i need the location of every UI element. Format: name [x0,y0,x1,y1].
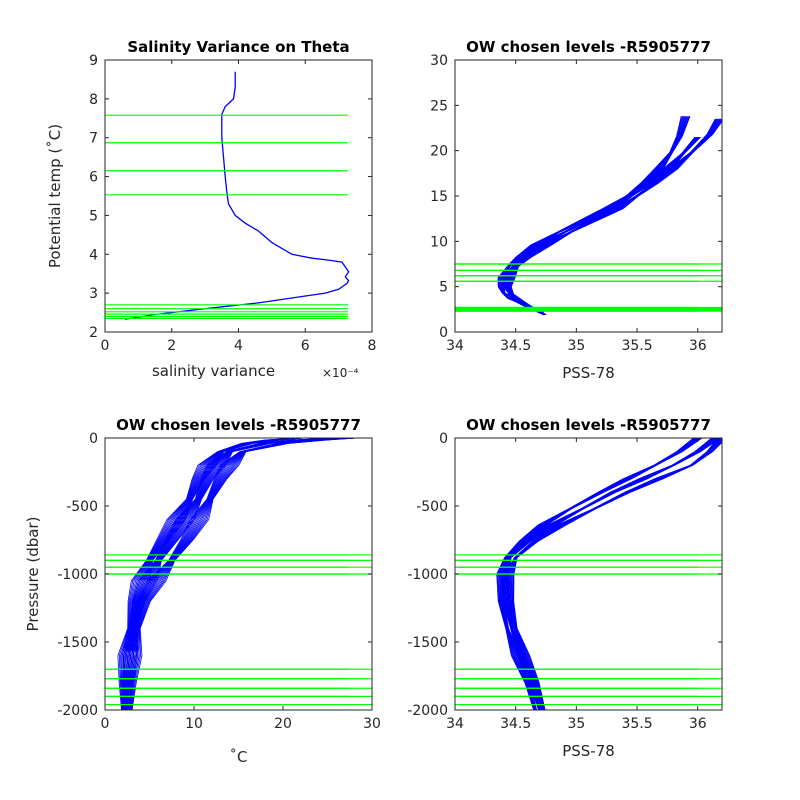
x-tick-label: 34.5 [500,716,531,732]
chart-title: Salinity Variance on Theta [127,38,349,56]
profile-line [124,71,350,320]
chart-title: OW chosen levels -R5905777 [116,416,361,434]
plot-area [124,71,350,320]
profile-line [503,136,697,315]
plot-area [496,438,722,710]
x-tick-label: 34 [446,338,464,354]
y-tick-label: 3 [89,286,98,302]
plot-area [497,116,722,316]
y-tick-label: 2 [89,325,98,341]
profile-line [509,118,722,316]
y-tick-label: 25 [430,98,448,114]
profile-line [510,119,722,316]
x-axis-exponent: ×10⁻⁴ [322,366,359,380]
x-tick-label: 34.5 [500,338,531,354]
y-tick-label: 15 [430,189,448,205]
x-tick-label: 34 [446,716,464,732]
x-tick-label: 8 [368,338,377,354]
y-tick-label: -1500 [57,635,98,651]
panel-p3: 0 10 20 30 -2000 -1500 -1000 -500 0 OW chosen lev… [24,416,381,766]
y-tick-label: -1000 [407,567,448,583]
profile-line [505,118,716,316]
x-tick-label: 35 [567,716,585,732]
y-tick-label: 0 [439,325,448,341]
y-tick-label: -2000 [57,703,98,719]
y-tick-label: 9 [89,53,98,69]
plot-area [117,438,358,710]
x-tick-label: 6 [301,338,310,354]
x-tick-label: 20 [274,716,292,732]
profile-line [131,438,358,710]
profile-line [504,136,698,315]
y-tick-label: -500 [66,499,98,515]
y-axis-label: Pressure (dbar) [24,517,42,632]
y-tick-label: -500 [416,499,448,515]
y-tick-label: -2000 [407,703,448,719]
y-tick-label: 0 [439,431,448,447]
y-tick-label: -1500 [407,635,448,651]
x-tick-label: 2 [167,338,176,354]
y-tick-label: 0 [89,431,98,447]
profile-line [503,438,703,710]
x-tick-label: 0 [101,716,110,732]
x-tick-label: 30 [363,716,381,732]
y-tick-label: 4 [89,247,98,263]
profile-line [497,116,682,313]
panel-p2: 34 34.5 35 35.5 36 0 5 10 15 20 25 30 OW chosen leve… [430,38,723,382]
x-axis-label: PSS-78 [562,742,615,760]
x-tick-label: 36 [689,338,707,354]
y-axis-label: Potential temp (˚C) [46,124,64,268]
chart-title: OW chosen levels -R5905777 [466,416,711,434]
y-tick-label: 7 [89,131,98,147]
chart-title: OW chosen levels -R5905777 [466,38,711,56]
y-tick-label: 5 [89,208,98,224]
y-tick-label: -1000 [57,567,98,583]
y-tick-label: 20 [430,144,448,160]
y-tick-label: 6 [89,170,98,186]
profile-line [503,116,691,313]
x-tick-label: 4 [234,338,243,354]
x-tick-label: 35.5 [621,716,652,732]
profile-line [505,118,717,316]
y-tick-label: 8 [89,92,98,108]
profile-line [504,136,697,315]
y-tick-label: 30 [430,53,448,69]
y-tick-label: 5 [439,280,448,296]
profile-line [498,116,683,313]
x-axis-label: salinity variance [152,362,275,380]
x-tick-label: 0 [101,338,110,354]
profile-line [513,441,722,710]
x-tick-label: 35.5 [621,338,652,354]
x-axis-label: ˚C [230,748,248,766]
panel-p4: 34 34.5 35 35.5 36 -2000 -1500 -1000 -500 0 OW cho… [407,416,723,760]
profile-line [506,118,718,316]
x-tick-label: 10 [185,716,203,732]
x-axis-label: PSS-78 [562,364,615,382]
x-tick-label: 35 [567,338,585,354]
axes-box [454,59,723,333]
x-tick-label: 36 [689,716,707,732]
y-tick-label: 10 [430,234,448,250]
profile-line [510,120,722,316]
